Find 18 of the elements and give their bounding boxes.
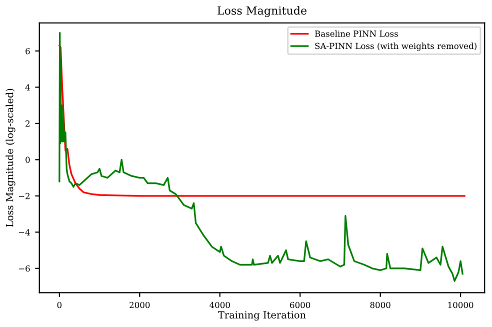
y-tick-label: −4 <box>18 229 30 236</box>
y-tick-label: 0 <box>26 156 30 163</box>
legend-label: Baseline PINN Loss <box>314 30 398 37</box>
x-tick-label: 6000 <box>290 302 310 308</box>
chart-title: Loss Magnitude <box>218 6 307 18</box>
x-tick-label: 4000 <box>210 302 230 308</box>
y-tick-label: 4 <box>25 84 30 90</box>
y-tick-label: −6 <box>18 265 30 272</box>
x-tick-label: 0 <box>57 302 62 308</box>
y-axis-title: Loss Magnitude (log-scaled) <box>6 88 16 227</box>
y-tick-label: 6 <box>26 48 30 54</box>
y-tick-label: −2 <box>18 192 30 200</box>
x-tick-label: 10000 <box>448 302 474 308</box>
x-axis-title: Training Iteration <box>218 311 306 321</box>
y-tick-label: 2 <box>26 120 30 127</box>
x-tick-label: 2000 <box>130 302 150 308</box>
x-tick-label: 8000 <box>370 302 390 308</box>
legend-label: SA-PINN Loss (with weights removed) <box>315 42 476 51</box>
